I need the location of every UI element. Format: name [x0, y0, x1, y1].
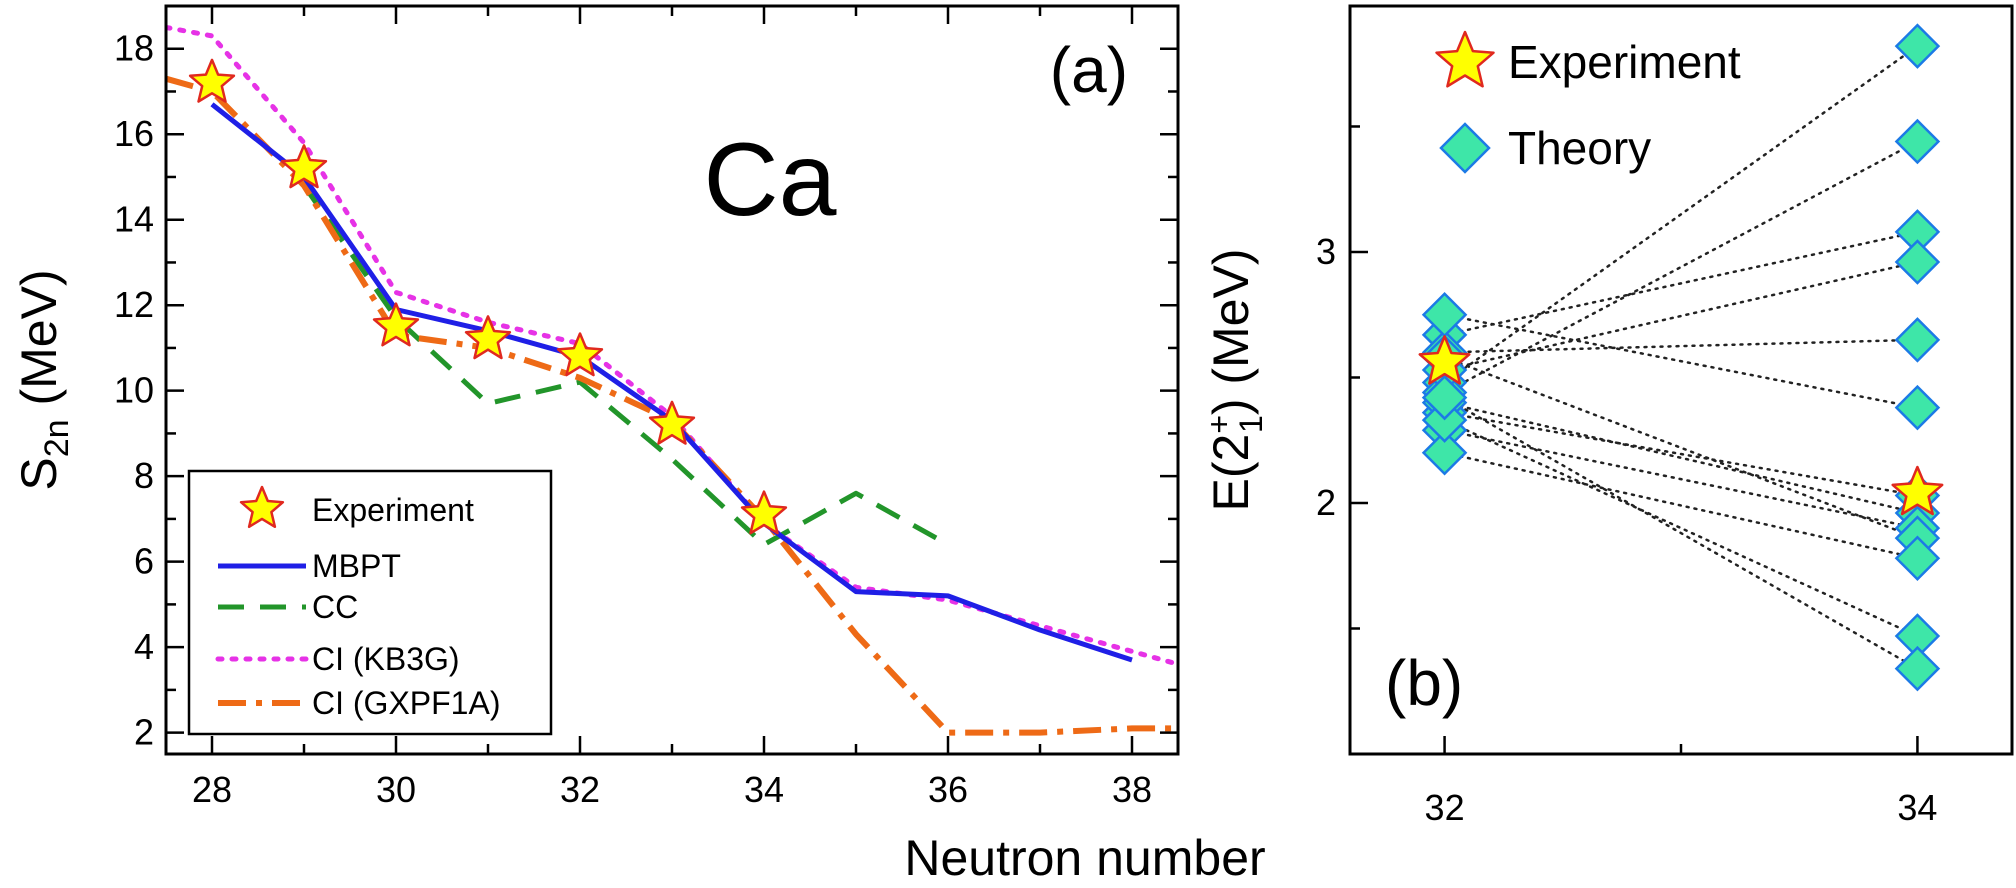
legend-a-label-2: CI (KB3G) — [312, 641, 460, 677]
y-tick-label-a-8: 8 — [134, 455, 154, 496]
panel-a-legend: Experiment MBPT CC CI (KB3G) CI (GXPF1A) — [187, 469, 553, 736]
theory-diamond-right-1 — [1894, 118, 1941, 165]
legend-b-theory-label: Theory — [1508, 122, 1651, 174]
legend-a-label-1: CC — [312, 589, 358, 625]
theory-connector-7 — [1443, 401, 1919, 515]
panel-a-tick-labels: 28 30 32 34 36 38 2 4 6 8 10 12 14 16 18 — [114, 28, 1152, 810]
panel-b-tag: (b) — [1385, 647, 1463, 719]
y-tick-label-a-18: 18 — [114, 28, 154, 69]
experiment-star-a-4 — [556, 332, 604, 377]
panel-b-legend: Experiment Theory — [1435, 30, 1741, 174]
y-tick-label-a-10: 10 — [114, 370, 154, 411]
panel-b-y-axis-title: E(2+1) (MeV) — [1201, 249, 1269, 512]
panel-a-chart: 28 30 32 34 36 38 2 4 6 8 10 12 14 16 18 (a) Ca S2n (M… — [11, 4, 1180, 810]
theory-connector-0 — [1443, 44, 1919, 384]
theory-connector-5 — [1443, 313, 1919, 409]
theory-connector-6 — [1443, 411, 1919, 497]
legend-a-experiment-label: Experiment — [312, 492, 474, 528]
element-annotation: Ca — [704, 122, 837, 238]
y-title-b-rest: ) (MeV) — [1203, 249, 1259, 416]
x-tick-label-a-30: 30 — [376, 769, 416, 810]
legend-b-experiment-label: Experiment — [1508, 36, 1741, 88]
x-tick-label-a-34: 34 — [744, 769, 784, 810]
y-title-b-sub: 1 — [1233, 415, 1269, 433]
theory-diamond-left-10 — [1421, 430, 1468, 476]
theory-connector-2 — [1443, 230, 1919, 337]
y-tick-label-a-14: 14 — [114, 199, 154, 240]
theory-connector-11 — [1443, 418, 1919, 638]
x-axis-title: Neutron number — [904, 830, 1265, 886]
panel-a-y-axis-title: S2n (MeV) — [11, 269, 76, 490]
legend-b-experiment-star — [1435, 30, 1495, 88]
x-tick-label-a-36: 36 — [928, 769, 968, 810]
experiment-star-b-1 — [1891, 465, 1944, 516]
y-title-b-main: E(2 — [1203, 434, 1259, 512]
legend-b-theory-diamond — [1439, 122, 1491, 174]
theory-connector-10 — [1443, 451, 1919, 560]
panel-a-ticks — [166, 4, 1178, 754]
panel-a-tag: (a) — [1050, 34, 1128, 106]
y-tick-label-a-12: 12 — [114, 284, 154, 325]
experiment-star-b-0 — [1418, 335, 1471, 385]
x-tick-label-b-34: 34 — [1897, 787, 1937, 828]
panel-b-ticks — [1350, 125, 1919, 754]
theory-diamond-right-12 — [1894, 645, 1941, 692]
theory-connector-8 — [1443, 428, 1919, 530]
x-tick-label-b-32: 32 — [1425, 787, 1465, 828]
panel-a-experiment-points — [188, 58, 788, 535]
theory-diamond-left-12 — [1421, 374, 1468, 421]
theory-diamond-right-3 — [1894, 239, 1941, 285]
legend-a-label-3: CI (GXPF1A) — [312, 685, 500, 721]
y-tick-label-b-3: 3 — [1316, 231, 1336, 272]
panel-b-chart: 32 34 2 3 (b) E(2+1) (MeV) Experiment Theory — [1201, 4, 2014, 828]
panel-b-tick-labels: 32 34 2 3 — [1316, 231, 1937, 828]
theory-diamond-right-5 — [1894, 384, 1941, 431]
series-line-3 — [166, 75, 1178, 736]
legend-a-experiment-star — [239, 485, 285, 529]
theory-diamond-right-4 — [1894, 317, 1941, 363]
panel-b-experiment-points — [1418, 335, 1944, 516]
x-tick-label-a-28: 28 — [192, 769, 232, 810]
panel-a-legend-box — [187, 469, 553, 736]
panel-b-connector-lines — [1443, 44, 1919, 670]
y-tick-label-b-2: 2 — [1316, 482, 1336, 523]
theory-diamond-right-10 — [1894, 535, 1941, 581]
theory-connector-4 — [1443, 338, 1919, 354]
y-title-b-sup: + — [1201, 415, 1237, 434]
series-line-1 — [301, 184, 950, 548]
y-tick-label-a-2: 2 — [134, 712, 154, 753]
legend-a-label-0: MBPT — [312, 548, 401, 584]
y-title-a-main: S — [11, 457, 67, 490]
experiment-star-a-5 — [648, 400, 696, 445]
theory-connector-3 — [1443, 260, 1919, 372]
theory-connector-12 — [1443, 396, 1919, 670]
experiment-star-a-2 — [372, 302, 420, 347]
theory-diamond-right-0 — [1894, 23, 1941, 69]
experiment-star-a-6 — [740, 490, 788, 535]
y-tick-label-a-16: 16 — [114, 113, 154, 154]
x-tick-label-a-38: 38 — [1112, 769, 1152, 810]
y-tick-label-a-6: 6 — [134, 541, 154, 582]
experiment-star-a-3 — [464, 315, 512, 360]
experiment-star-a-0 — [188, 58, 236, 103]
x-tick-label-a-32: 32 — [560, 769, 600, 810]
y-title-a-rest: (MeV) — [11, 269, 67, 419]
experiment-star-a-1 — [280, 144, 328, 189]
theory-connector-9 — [1443, 356, 1919, 540]
y-tick-label-a-4: 4 — [134, 626, 154, 667]
y-title-a-sub: 2n — [38, 419, 76, 457]
